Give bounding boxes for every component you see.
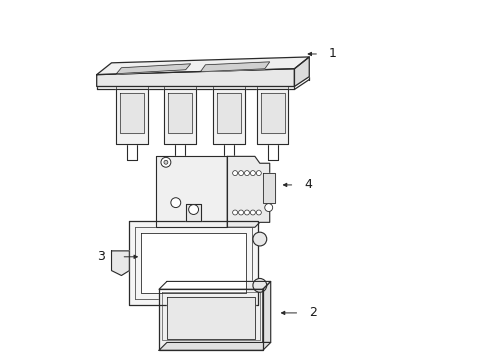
Circle shape [252, 278, 266, 292]
Polygon shape [141, 233, 245, 293]
Polygon shape [260, 93, 284, 133]
Circle shape [250, 210, 255, 215]
Polygon shape [227, 156, 269, 227]
Circle shape [264, 204, 272, 212]
Text: 4: 4 [304, 179, 311, 192]
Text: 3: 3 [97, 250, 104, 263]
Circle shape [244, 210, 249, 215]
Polygon shape [111, 251, 129, 275]
Polygon shape [185, 204, 201, 221]
Polygon shape [156, 156, 227, 227]
Circle shape [161, 157, 170, 167]
Circle shape [238, 171, 243, 176]
Circle shape [256, 171, 261, 176]
Polygon shape [116, 89, 148, 144]
Polygon shape [262, 173, 274, 203]
Polygon shape [159, 282, 270, 289]
Polygon shape [167, 93, 191, 133]
Polygon shape [97, 69, 294, 86]
Circle shape [238, 210, 243, 215]
Polygon shape [200, 62, 269, 72]
Circle shape [232, 210, 237, 215]
Circle shape [256, 210, 261, 215]
Polygon shape [213, 89, 244, 144]
Text: 1: 1 [328, 48, 336, 60]
Polygon shape [163, 89, 195, 144]
Polygon shape [262, 282, 270, 342]
Circle shape [163, 160, 167, 164]
Polygon shape [294, 57, 308, 86]
Polygon shape [217, 93, 241, 133]
Circle shape [170, 198, 181, 208]
Text: 2: 2 [308, 306, 317, 319]
Circle shape [232, 171, 237, 176]
Circle shape [188, 204, 198, 215]
Circle shape [244, 171, 249, 176]
Polygon shape [256, 89, 288, 144]
Polygon shape [159, 289, 262, 350]
Polygon shape [129, 221, 257, 305]
Circle shape [250, 171, 255, 176]
Circle shape [252, 232, 266, 246]
Polygon shape [120, 93, 144, 133]
Polygon shape [166, 297, 254, 338]
Polygon shape [159, 342, 270, 350]
Polygon shape [116, 64, 190, 74]
Polygon shape [97, 57, 308, 75]
